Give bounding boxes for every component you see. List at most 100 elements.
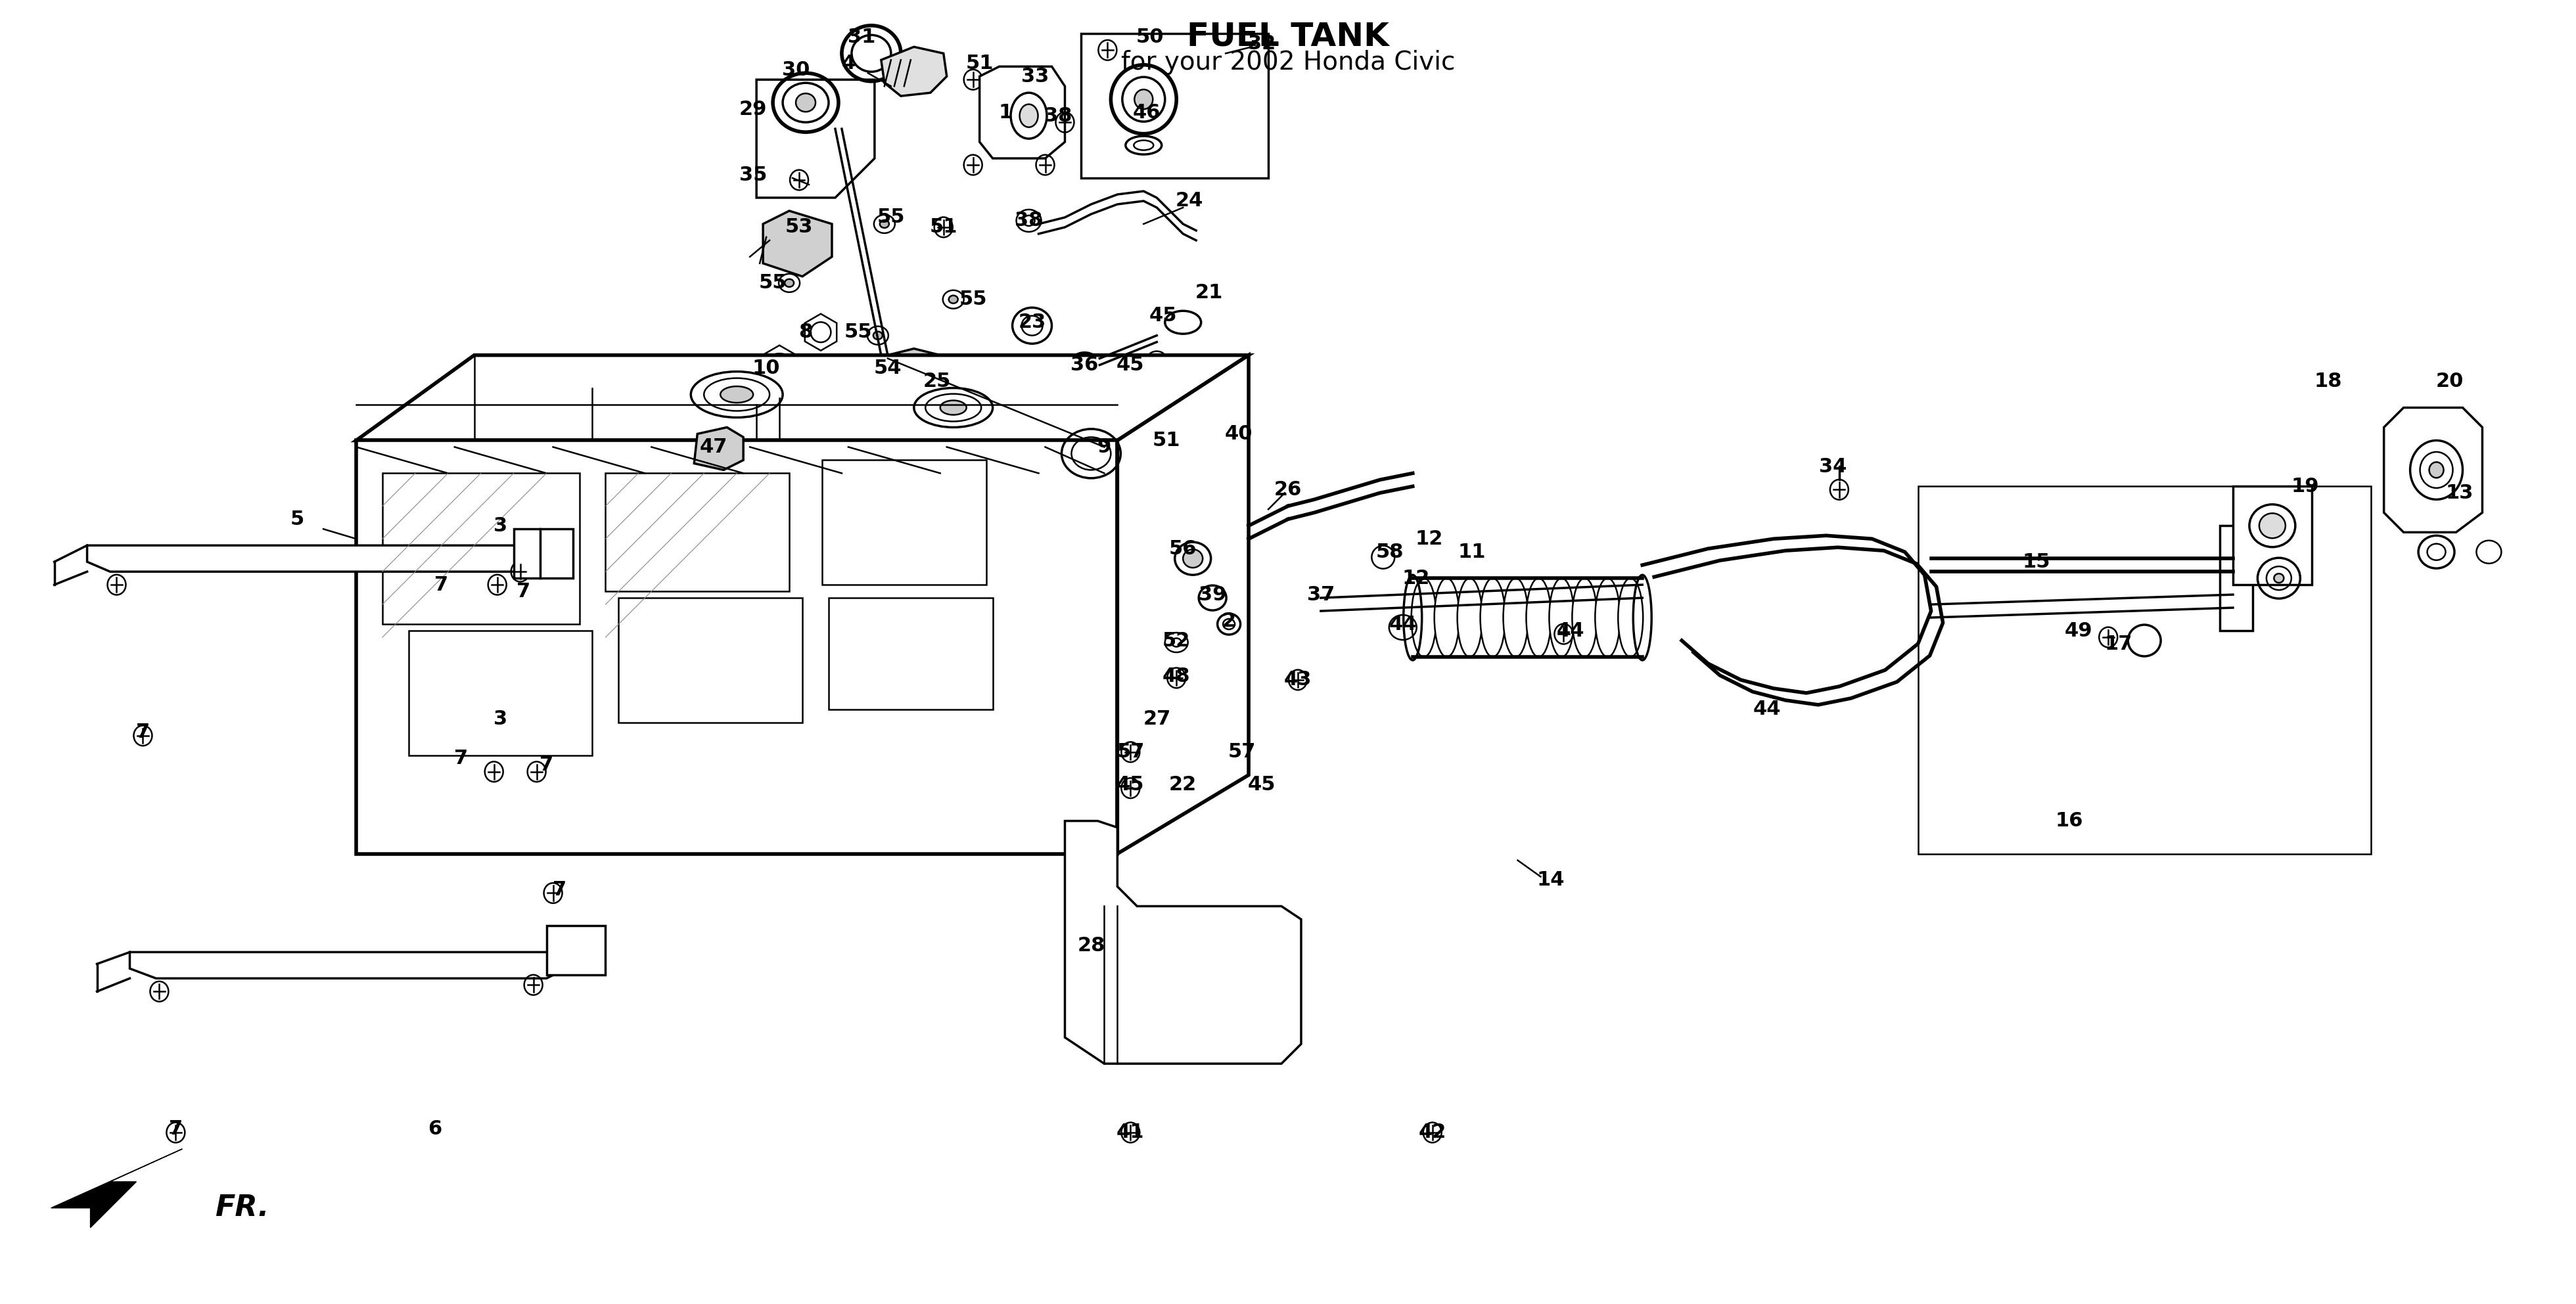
Ellipse shape	[948, 296, 958, 304]
Polygon shape	[605, 473, 788, 591]
Ellipse shape	[786, 279, 793, 287]
Ellipse shape	[721, 386, 752, 403]
Polygon shape	[860, 348, 953, 411]
Text: 7: 7	[170, 1120, 183, 1138]
Text: 7: 7	[435, 575, 448, 595]
Text: 45: 45	[1247, 776, 1275, 794]
Text: 55: 55	[876, 207, 904, 227]
Ellipse shape	[1504, 578, 1528, 657]
Text: 37: 37	[1306, 585, 1334, 604]
Text: 46: 46	[1133, 103, 1162, 123]
Text: 4: 4	[842, 53, 855, 73]
Ellipse shape	[1412, 578, 1437, 657]
Text: 54: 54	[873, 359, 902, 378]
Text: 12: 12	[1401, 569, 1430, 588]
Polygon shape	[1064, 822, 1301, 1064]
Ellipse shape	[2259, 514, 2285, 539]
Ellipse shape	[1481, 578, 1504, 657]
Polygon shape	[762, 211, 832, 276]
Text: 47: 47	[701, 437, 729, 456]
Text: 55: 55	[760, 274, 786, 292]
Polygon shape	[2383, 408, 2483, 532]
Bar	[2233, 486, 2311, 584]
Polygon shape	[829, 597, 992, 709]
Text: 34: 34	[1819, 458, 1847, 476]
Ellipse shape	[1458, 578, 1481, 657]
Text: 23: 23	[1018, 313, 1046, 333]
Text: 48: 48	[1162, 668, 1190, 686]
Polygon shape	[355, 441, 1118, 854]
Text: 44: 44	[1556, 621, 1584, 640]
Text: 6: 6	[428, 1120, 443, 1138]
Text: 36: 36	[1072, 356, 1097, 374]
Polygon shape	[381, 473, 580, 625]
Ellipse shape	[881, 220, 889, 228]
Bar	[513, 529, 572, 578]
Ellipse shape	[2429, 462, 2445, 477]
Text: 5: 5	[291, 510, 304, 528]
Polygon shape	[52, 1149, 183, 1227]
Text: 9: 9	[1097, 437, 1110, 456]
Text: 17: 17	[2105, 634, 2133, 653]
Text: 52: 52	[1162, 631, 1190, 651]
Ellipse shape	[2275, 574, 2285, 583]
Polygon shape	[618, 597, 801, 722]
Ellipse shape	[1571, 578, 1597, 657]
Text: 24: 24	[1175, 192, 1203, 210]
Text: 3: 3	[495, 516, 507, 535]
Text: 13: 13	[2445, 484, 2473, 502]
Text: 51: 51	[930, 218, 958, 237]
Ellipse shape	[1595, 578, 1620, 657]
Text: 29: 29	[739, 99, 768, 119]
Text: 40: 40	[1224, 424, 1252, 443]
Text: 16: 16	[2056, 811, 2084, 831]
Text: 12: 12	[1414, 529, 1443, 549]
Text: 57: 57	[1115, 742, 1144, 762]
Text: 1: 1	[999, 103, 1012, 123]
Ellipse shape	[1133, 90, 1154, 110]
Polygon shape	[355, 355, 1249, 441]
Text: 7: 7	[538, 755, 554, 775]
Polygon shape	[757, 80, 876, 198]
Text: 26: 26	[1275, 480, 1301, 499]
Text: 3: 3	[495, 709, 507, 729]
Text: 35: 35	[739, 166, 768, 184]
Text: 50: 50	[1136, 27, 1164, 47]
Text: 22: 22	[1170, 776, 1198, 794]
Polygon shape	[881, 47, 948, 96]
Text: 7: 7	[453, 748, 469, 768]
Text: 7: 7	[137, 722, 149, 742]
Polygon shape	[693, 428, 744, 469]
Ellipse shape	[873, 331, 884, 339]
Text: 45: 45	[1149, 306, 1177, 325]
Text: 19: 19	[2290, 477, 2318, 496]
Text: FUEL TANK: FUEL TANK	[1188, 21, 1388, 52]
Ellipse shape	[796, 94, 817, 112]
Text: 53: 53	[786, 218, 814, 237]
Text: 2: 2	[1221, 612, 1236, 630]
Polygon shape	[2221, 526, 2251, 631]
Text: 45: 45	[1115, 356, 1144, 374]
Text: 32: 32	[1247, 34, 1275, 53]
Text: 7: 7	[518, 582, 531, 601]
Ellipse shape	[940, 400, 966, 415]
Text: 10: 10	[752, 359, 781, 378]
Polygon shape	[1118, 355, 1249, 854]
Text: 20: 20	[2434, 372, 2463, 391]
Text: 51: 51	[966, 53, 994, 73]
Text: 31: 31	[848, 27, 876, 47]
Text: 56: 56	[1170, 539, 1198, 558]
Text: 41: 41	[1115, 1123, 1144, 1142]
Bar	[1919, 486, 2370, 854]
Ellipse shape	[1548, 578, 1574, 657]
Text: 45: 45	[1115, 776, 1144, 794]
Polygon shape	[902, 359, 961, 408]
Text: FR.: FR.	[214, 1194, 270, 1222]
Text: 30: 30	[783, 60, 809, 80]
Text: 8: 8	[799, 322, 811, 342]
Text: 18: 18	[2313, 372, 2342, 391]
Text: 55: 55	[958, 289, 987, 309]
Polygon shape	[129, 952, 572, 978]
Text: 27: 27	[1144, 709, 1170, 729]
Ellipse shape	[1020, 104, 1038, 128]
